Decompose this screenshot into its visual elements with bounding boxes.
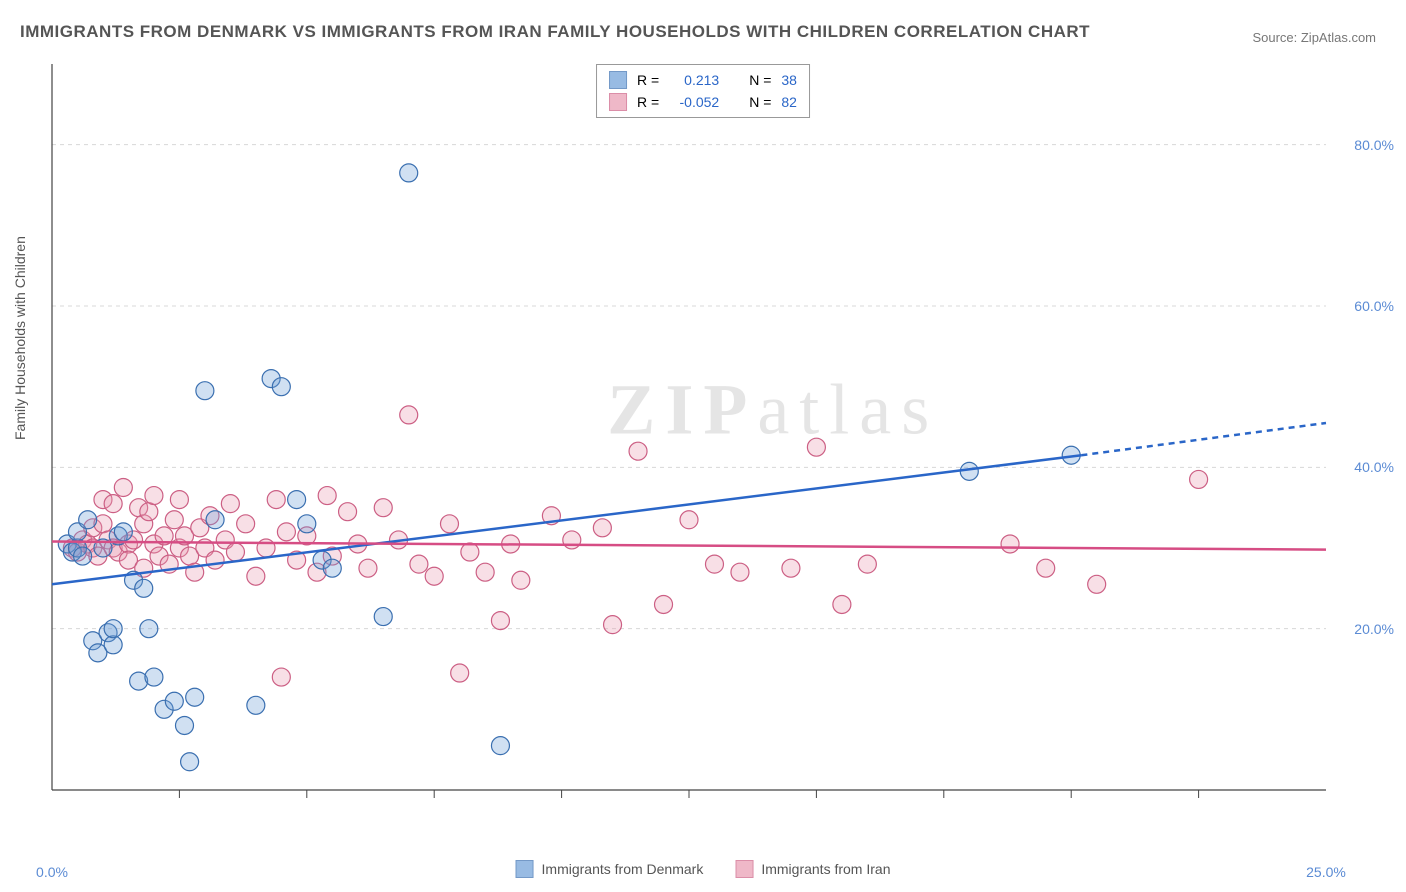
legend-swatch-denmark [516,860,534,878]
chart-plot-area [48,60,1378,820]
legend-row-iran: R = -0.052 N = 82 [609,91,797,113]
legend-item-iran: Immigrants from Iran [735,860,890,878]
x-tick-label: 25.0% [1306,864,1346,880]
legend-n-label: N = [749,94,771,110]
legend-item-denmark: Immigrants from Denmark [516,860,704,878]
legend-label-iran: Immigrants from Iran [761,861,890,877]
legend-n-value-denmark: 38 [781,72,797,88]
legend-n-value-iran: 82 [781,94,797,110]
legend-r-label: R = [637,94,659,110]
y-tick-label: 60.0% [1354,298,1394,314]
legend-r-label: R = [637,72,659,88]
chart-title: IMMIGRANTS FROM DENMARK VS IMMIGRANTS FR… [20,22,1090,42]
y-tick-label: 40.0% [1354,459,1394,475]
legend-swatch-iran [735,860,753,878]
y-axis-label: Family Households with Children [12,236,28,440]
y-tick-label: 80.0% [1354,137,1394,153]
legend-n-label: N = [749,72,771,88]
legend-r-value-iran: -0.052 [669,94,719,110]
legend-r-value-denmark: 0.213 [669,72,719,88]
legend-row-denmark: R = 0.213 N = 38 [609,69,797,91]
y-tick-label: 20.0% [1354,621,1394,637]
series-legend: Immigrants from Denmark Immigrants from … [516,860,891,878]
correlation-legend: R = 0.213 N = 38 R = -0.052 N = 82 [596,64,810,118]
legend-swatch-iran [609,93,627,111]
x-tick-label: 0.0% [36,864,68,880]
legend-label-denmark: Immigrants from Denmark [542,861,704,877]
source-attribution: Source: ZipAtlas.com [1252,30,1376,45]
scatter-chart-svg [48,60,1378,820]
legend-swatch-denmark [609,71,627,89]
